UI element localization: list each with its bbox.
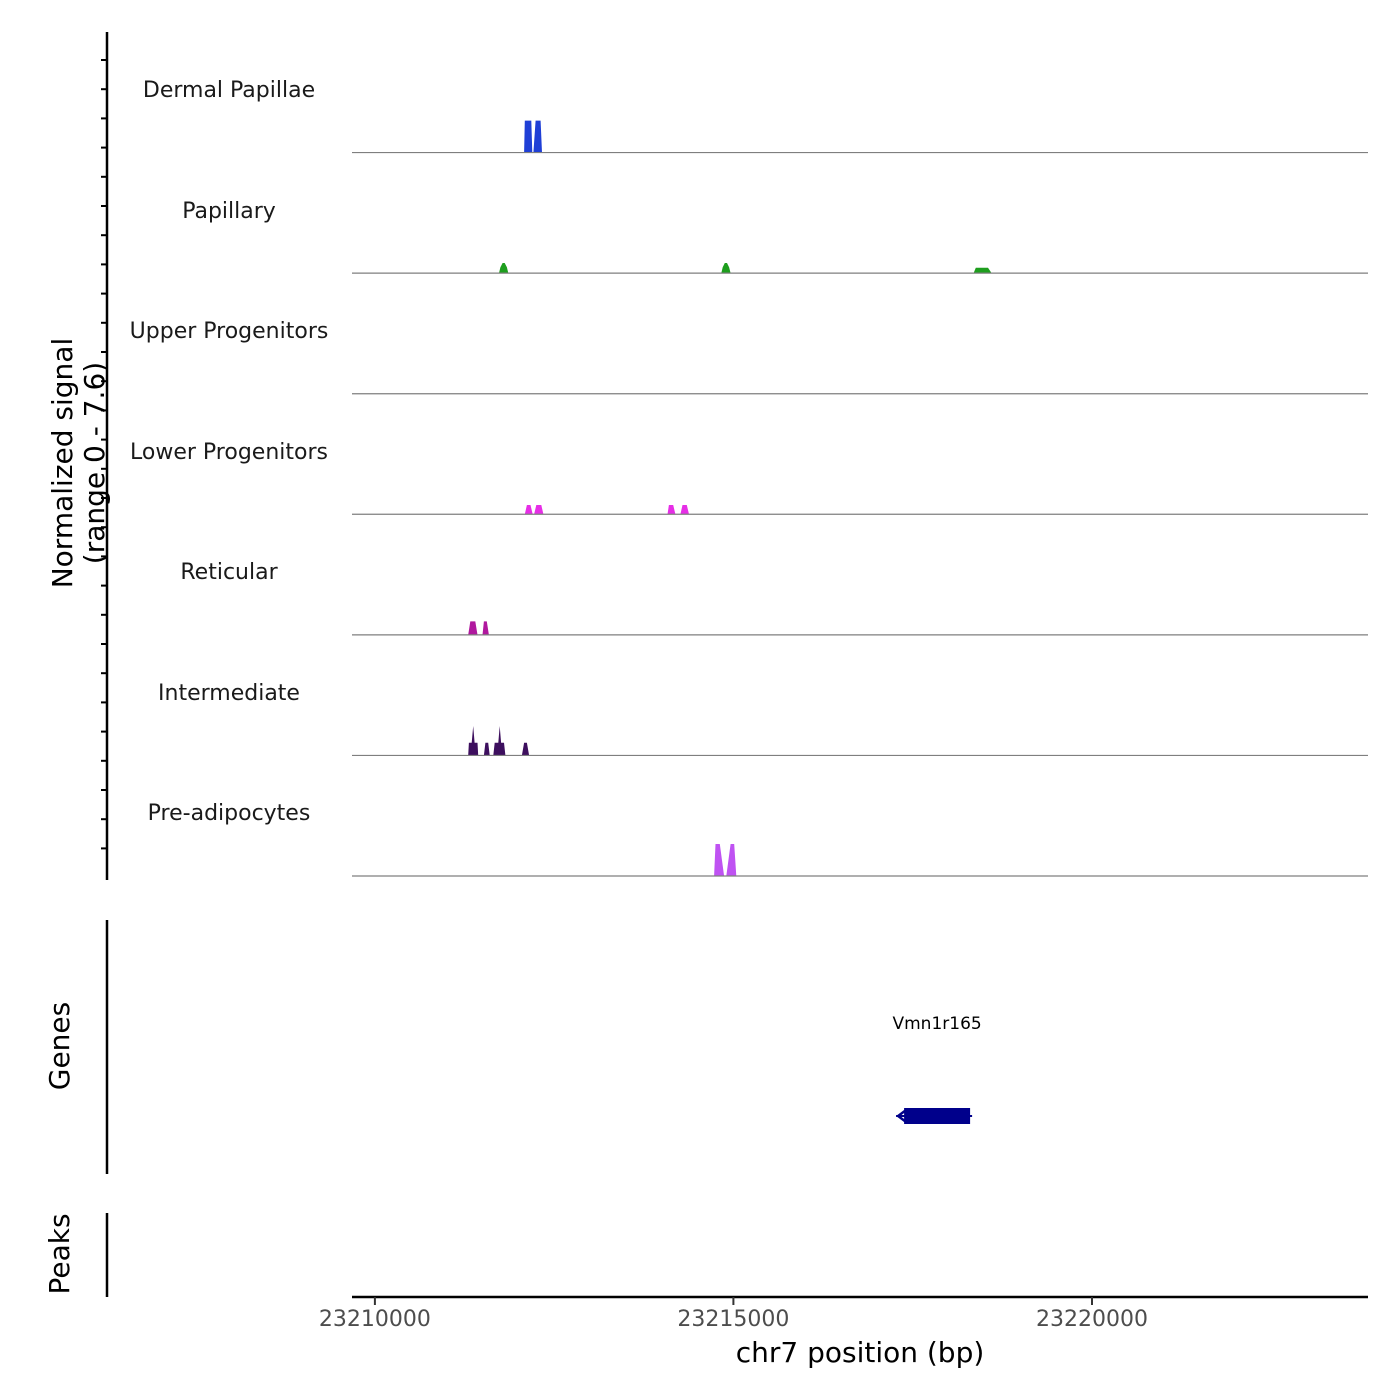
track-label-papillary: Papillary xyxy=(182,198,276,224)
x-axis-label: chr7 position (bp) xyxy=(735,1336,985,1369)
gene-track xyxy=(105,920,973,1174)
track-signal-dermal-papillae xyxy=(524,120,542,153)
track-label-lower-progenitors: Lower Progenitors xyxy=(130,439,328,465)
coverage-tracks xyxy=(352,120,1368,877)
track-signal-lower-progenitors xyxy=(524,505,689,515)
track-label-reticular: Reticular xyxy=(180,560,278,586)
track-signal-reticular xyxy=(468,621,489,635)
x-axis xyxy=(352,1295,1368,1305)
x-tick-label: 23210000 xyxy=(318,1307,431,1332)
coverage-y-axis xyxy=(101,32,109,880)
track-label-dermal-papillae: Dermal Papillae xyxy=(142,78,316,103)
track-signal-pre-adipocytes xyxy=(714,844,737,876)
coverage-y-axis-label: Normalized signal (range 0 - 7.6) xyxy=(46,233,113,693)
track-reticular xyxy=(352,621,1368,636)
gene-exon xyxy=(904,1108,971,1124)
track-intermediate xyxy=(352,726,1368,757)
track-label-pre-adipocytes: Pre-adipocytes xyxy=(147,801,311,827)
genes-axis-label: Genes xyxy=(43,1001,76,1091)
track-label-upper-progenitors: Upper Progenitors xyxy=(129,319,329,345)
coverage-y-axis-label-line2: (range 0 - 7.6) xyxy=(78,361,111,565)
coverage-y-axis-label-line1: Normalized signal xyxy=(46,337,79,589)
x-tick-label: 23220000 xyxy=(1036,1307,1148,1332)
track-signal-intermediate xyxy=(468,726,530,756)
x-tick-label: 23215000 xyxy=(677,1307,790,1332)
track-papillary xyxy=(352,263,1368,274)
track-label-intermediate: Intermediate xyxy=(158,680,300,706)
track-signal-papillary xyxy=(499,263,992,274)
peaks-axis-label: Peaks xyxy=(43,1213,76,1295)
gene-label-vmn1r165: Vmn1r165 xyxy=(892,1014,982,1034)
track-dermal-papillae xyxy=(352,120,1368,154)
track-pre-adipocytes xyxy=(352,844,1368,877)
track-lower-progenitors xyxy=(352,505,1368,515)
gene-strand-arrow xyxy=(896,1109,907,1123)
gene-vmn1r165 xyxy=(896,1108,973,1124)
